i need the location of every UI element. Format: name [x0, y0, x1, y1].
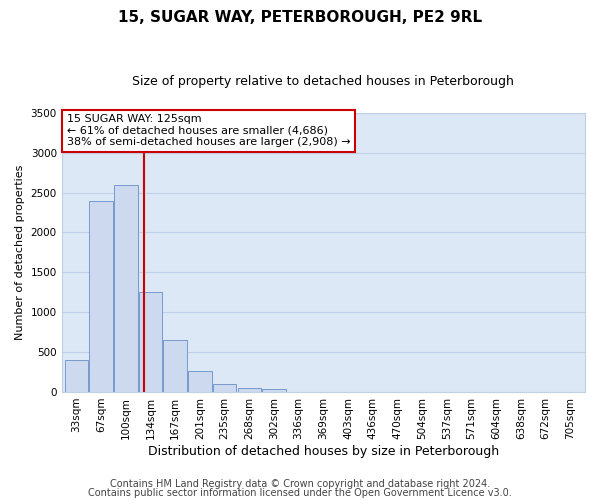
Text: Contains HM Land Registry data © Crown copyright and database right 2024.: Contains HM Land Registry data © Crown c…: [110, 479, 490, 489]
Bar: [262, 389, 286, 392]
Bar: [114, 184, 137, 392]
Text: Contains public sector information licensed under the Open Government Licence v3: Contains public sector information licen…: [88, 488, 512, 498]
X-axis label: Distribution of detached houses by size in Peterborough: Distribution of detached houses by size …: [148, 444, 499, 458]
Text: 15, SUGAR WAY, PETERBOROUGH, PE2 9RL: 15, SUGAR WAY, PETERBOROUGH, PE2 9RL: [118, 10, 482, 25]
Text: 15 SUGAR WAY: 125sqm
← 61% of detached houses are smaller (4,686)
38% of semi-de: 15 SUGAR WAY: 125sqm ← 61% of detached h…: [67, 114, 350, 148]
Bar: [163, 340, 187, 392]
Bar: [89, 200, 113, 392]
Bar: [188, 371, 212, 392]
Title: Size of property relative to detached houses in Peterborough: Size of property relative to detached ho…: [133, 75, 514, 88]
Y-axis label: Number of detached properties: Number of detached properties: [15, 164, 25, 340]
Bar: [238, 388, 261, 392]
Bar: [139, 292, 162, 392]
Bar: [65, 360, 88, 392]
Bar: [213, 384, 236, 392]
